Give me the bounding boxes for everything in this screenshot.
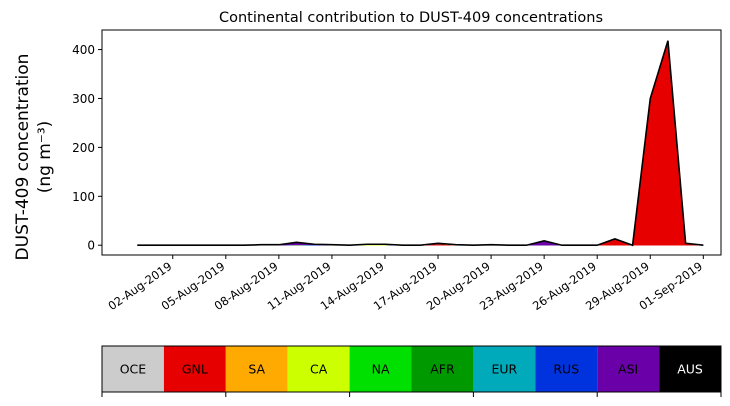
area-series-na [137, 40, 704, 246]
total-outline [137, 40, 704, 247]
legend-label-na: NA [372, 362, 390, 377]
legend-swatch-oce [102, 346, 164, 392]
legend-label-sa: SA [248, 362, 265, 377]
legend-swatch-rus [535, 346, 598, 392]
legend-label-rus: RUS [553, 362, 579, 377]
legend-label-eur: EUR [491, 362, 517, 377]
area-series-ca [137, 40, 704, 246]
axes-frame [101, 29, 722, 256]
area-series-rus [137, 40, 704, 246]
y-tick-label-0: 0 [87, 239, 95, 253]
y-tick-label-400: 400 [72, 43, 95, 57]
legend-swatch-na [349, 346, 412, 392]
area-series-aus [137, 40, 704, 246]
legend-label-gnl: GNL [182, 362, 208, 377]
legend-label-afr: AFR [430, 362, 455, 377]
y-tick-label-200: 200 [72, 141, 95, 155]
area-series-asi [137, 40, 704, 246]
y-tick-label-100: 100 [72, 190, 95, 204]
y-axis-label-line1: DUST-409 concentration [13, 54, 33, 261]
plot-area [137, 40, 704, 247]
area-series-eur [137, 40, 704, 246]
area-series-sa [137, 40, 704, 246]
legend-swatch-eur [473, 346, 536, 392]
legend-label-ca: CA [310, 362, 328, 377]
y-tick-label-300: 300 [72, 92, 95, 106]
legend: OCE GNL SA CA NA AFR EUR RUS ASI AUS [101, 345, 722, 397]
legend-swatch-aus [659, 346, 721, 392]
legend-label-oce: OCE [120, 362, 147, 377]
area-series-gnl [137, 40, 704, 246]
axes: 010020030040002-Aug-201905-Aug-201908-Au… [72, 29, 722, 313]
y-axis-label: DUST-409 concentration (ng m⁻³) [13, 54, 55, 261]
legend-label-aus: AUS [677, 362, 703, 377]
legend-swatch-sa [225, 346, 288, 392]
legend-label-asi: ASI [618, 362, 638, 377]
legend-swatch-asi [597, 346, 660, 392]
legend-swatch-gnl [163, 346, 226, 392]
chart-title: Continental contribution to DUST-409 con… [219, 10, 603, 26]
legend-frame [101, 345, 722, 393]
area-series-afr [137, 40, 704, 246]
legend-swatch-afr [411, 346, 474, 392]
y-axis-label-line2: (ng m⁻³) [35, 121, 55, 194]
legend-swatch-ca [287, 346, 350, 392]
